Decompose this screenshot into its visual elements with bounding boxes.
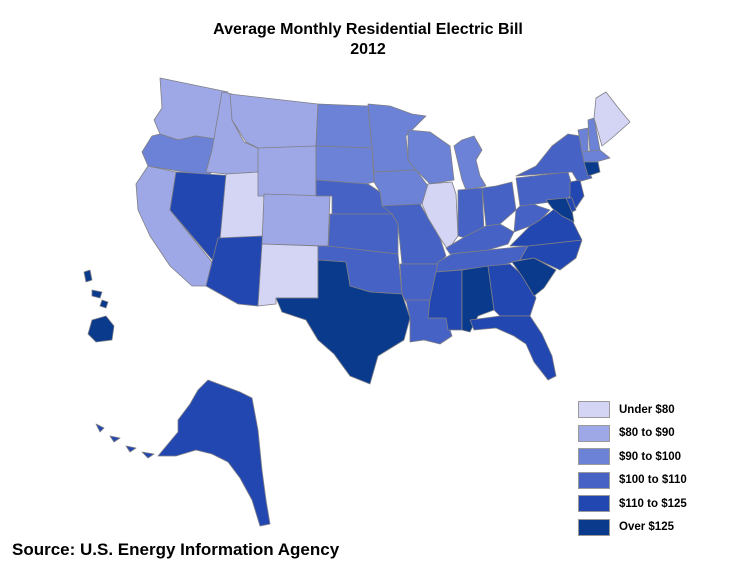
legend-swatch <box>578 471 610 489</box>
state-DE <box>565 197 577 213</box>
legend-item: $90 to $100 <box>578 445 728 469</box>
legend-label: $100 to $110 <box>619 474 687 487</box>
state-NM <box>257 243 319 307</box>
state-TX <box>275 259 411 385</box>
state-ND <box>315 103 373 149</box>
map-title-line1: Average Monthly Residential Electric Bil… <box>213 21 523 38</box>
map-title: Average Monthly Residential Electric Bil… <box>0 20 736 60</box>
state-MA <box>581 149 611 163</box>
state-CO <box>261 193 331 247</box>
legend-swatch <box>578 495 610 513</box>
state-IA <box>373 169 429 207</box>
legend-item: Over $125 <box>578 516 728 540</box>
source-credit: Source: U.S. Energy Information Agency <box>12 540 340 559</box>
state-WY <box>257 145 317 197</box>
state-WI <box>407 129 455 185</box>
state-HI <box>83 269 115 343</box>
state-ME <box>593 91 631 147</box>
legend-item: $110 to $125 <box>578 492 728 516</box>
legend-item: $100 to $110 <box>578 469 728 493</box>
legend-swatch <box>578 401 610 419</box>
legend-label: $80 to $90 <box>619 427 675 440</box>
legend-label: $90 to $100 <box>619 450 682 463</box>
state-NJ <box>569 179 585 209</box>
state-CT <box>583 161 601 177</box>
map-legend: Under $80 $80 to $90 $90 to $100 $100 to… <box>578 398 728 539</box>
legend-item: Under $80 <box>578 398 728 422</box>
legend-swatch <box>578 448 610 466</box>
state-AK <box>157 379 271 527</box>
state-FL <box>469 315 557 381</box>
legend-label: Over $125 <box>619 521 674 534</box>
legend-label: $110 to $125 <box>619 497 687 510</box>
state-MI <box>453 135 487 191</box>
state-MN <box>367 103 427 173</box>
state-AK-islands <box>95 423 155 459</box>
legend-swatch <box>578 518 610 536</box>
state-OH <box>481 181 517 227</box>
state-WV <box>513 199 551 233</box>
legend-swatch <box>578 424 610 442</box>
map-title-year: 2012 <box>350 41 386 58</box>
legend-label: Under $80 <box>619 403 675 416</box>
legend-item: $80 to $90 <box>578 422 728 446</box>
state-SD <box>315 145 375 185</box>
